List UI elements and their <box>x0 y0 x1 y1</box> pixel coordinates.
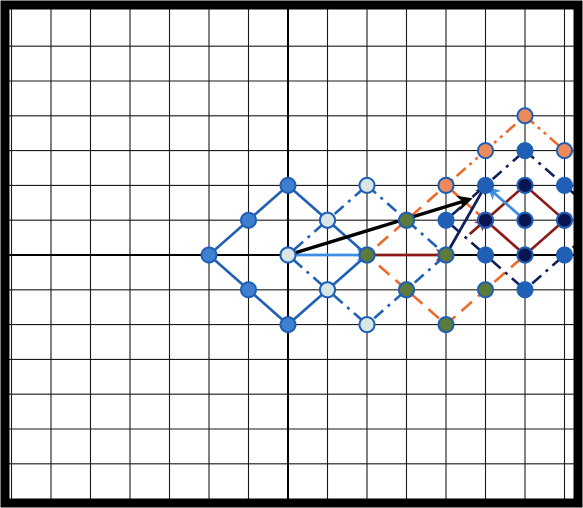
square-translated-4-point <box>439 178 454 193</box>
square-original-point <box>281 178 296 193</box>
square-translated-1-point <box>281 248 296 263</box>
square-translated-3-point <box>518 282 533 297</box>
square-translated-1-point <box>320 282 335 297</box>
square-translated-1-point <box>360 317 375 332</box>
square-scaled-point <box>518 213 533 228</box>
square-translated-3-point <box>518 143 533 158</box>
square-translated-3-point <box>478 178 493 193</box>
square-scaled-point <box>478 213 493 228</box>
square-translated-4-point <box>478 143 493 158</box>
square-original-point <box>241 282 256 297</box>
square-translated-4-point <box>557 143 572 158</box>
square-original-point <box>202 248 217 263</box>
square-translated-2-point <box>399 282 414 297</box>
square-scaled-point <box>518 178 533 193</box>
square-translated-3-point <box>439 213 454 228</box>
square-translated-2-point <box>439 317 454 332</box>
square-translated-3-point <box>557 248 572 263</box>
square-translated-2-point <box>360 248 375 263</box>
square-scaled-point <box>557 213 572 228</box>
square-translated-2-point <box>478 282 493 297</box>
square-translated-3-point <box>478 248 493 263</box>
square-original-point <box>241 213 256 228</box>
square-translated-1-point <box>320 213 335 228</box>
square-translated-4-point <box>518 108 533 123</box>
square-translated-1-point <box>360 178 375 193</box>
square-original-point <box>281 317 296 332</box>
square-translated-3-point <box>557 178 572 193</box>
square-scaled-point <box>518 248 533 263</box>
square-translated-2-point <box>399 213 414 228</box>
square-translated-2-point <box>439 248 454 263</box>
